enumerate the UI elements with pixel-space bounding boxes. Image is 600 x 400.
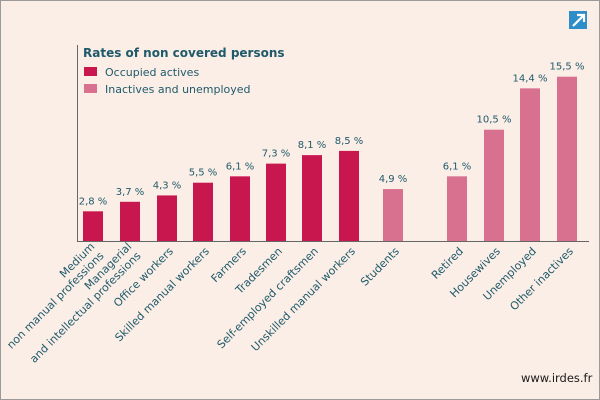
- bar-unemployed: [520, 88, 540, 241]
- legend-label-occupied-actives: Occupied actives: [105, 66, 199, 79]
- value-label-retired: 6,1 %: [443, 161, 472, 172]
- value-label-self-employed-craftsmen: 8,1 %: [298, 140, 327, 151]
- legend-label-inactives-unemployed: Inactives and unemployed: [105, 83, 251, 96]
- category-label-other-inactives: Other inactives: [507, 245, 576, 314]
- legend-title: Rates of non covered persons: [83, 46, 285, 60]
- category-label-students: Students: [358, 245, 402, 289]
- value-labels-group: 2,8 % 3,7 % 4,3 % 5,5 % 6,1 % 7,3 % 8,1 % 8,5 %…: [79, 62, 585, 208]
- value-label-unemployed: 14,4 %: [513, 73, 548, 84]
- bar-medium-non-manual-professions: [83, 211, 103, 241]
- value-label-managerial-and-intellectual-professions: 3,7 %: [116, 187, 145, 198]
- bar-housewives: [484, 129, 504, 241]
- bar-retired: [447, 176, 467, 241]
- source-text: www.irdes.fr: [521, 371, 593, 385]
- category-label-retired: Retired: [429, 245, 466, 282]
- bar-office-workers: [157, 195, 177, 241]
- expand-arrow-icon[interactable]: [569, 11, 587, 29]
- bar-self-employed-craftsmen: [302, 155, 322, 241]
- bar-students: [383, 189, 403, 241]
- value-label-office-workers: 4,3 %: [153, 180, 182, 191]
- value-label-other-inactives: 15,5 %: [550, 62, 585, 73]
- bar-farmers: [230, 176, 250, 241]
- bar-tradesmen: [266, 163, 286, 241]
- value-label-tradesmen: 7,3 %: [262, 149, 291, 160]
- bar-other-inactives: [557, 76, 577, 241]
- bar-skilled-manual-workers: [193, 182, 213, 241]
- legend-swatch-inactives-unemployed: [84, 84, 97, 93]
- category-label-line: Other inactives: [507, 245, 576, 314]
- bars-group: [83, 76, 577, 241]
- value-label-medium-non-manual-professions: 2,8 %: [79, 196, 108, 207]
- category-label-line: Retired: [429, 245, 466, 282]
- value-label-farmers: 6,1 %: [226, 161, 255, 172]
- value-label-unskilled-manual-workers: 8,5 %: [335, 136, 364, 147]
- bar-unskilled-manual-workers: [339, 150, 359, 241]
- category-label-line: Students: [358, 245, 402, 289]
- legend: Rates of non covered persons Occupied ac…: [77, 45, 285, 241]
- value-label-skilled-manual-workers: 5,5 %: [189, 168, 218, 179]
- bar-managerial-and-intellectual-professions: [120, 201, 140, 241]
- value-label-students: 4,9 %: [379, 174, 408, 185]
- value-label-housewives: 10,5 %: [477, 115, 512, 126]
- legend-swatch-occupied-actives: [84, 67, 97, 76]
